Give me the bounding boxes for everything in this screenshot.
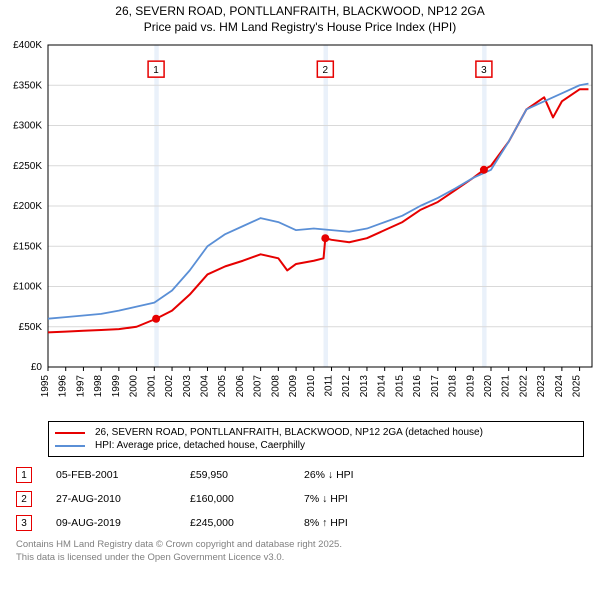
footer-line-1: Contains HM Land Registry data © Crown c… — [16, 539, 584, 551]
marker-price: £160,000 — [190, 493, 280, 505]
legend-row: 26, SEVERN ROAD, PONTLLANFRAITH, BLACKWO… — [55, 426, 577, 439]
x-tick-label: 1999 — [111, 375, 122, 398]
legend: 26, SEVERN ROAD, PONTLLANFRAITH, BLACKWO… — [48, 421, 584, 457]
title-line-1: 26, SEVERN ROAD, PONTLLANFRAITH, BLACKWO… — [8, 4, 592, 20]
x-tick-label: 2021 — [501, 375, 512, 398]
marker-table-row: 1 05-FEB-2001 £59,950 26% ↓ HPI — [16, 463, 584, 487]
x-tick-label: 2025 — [572, 375, 583, 398]
legend-swatch — [55, 445, 85, 447]
x-tick-label: 2011 — [324, 375, 335, 397]
marker-table-box: 3 — [16, 515, 32, 531]
x-tick-label: 2013 — [359, 375, 370, 398]
series-hpi — [48, 84, 588, 319]
marker-number: 3 — [481, 65, 487, 76]
y-tick-label: £0 — [31, 362, 43, 373]
chart-title: 26, SEVERN ROAD, PONTLLANFRAITH, BLACKWO… — [0, 0, 600, 37]
chart-area: £0 £50K £100K £150K £200K £250K £300K £350K £400… — [0, 37, 600, 417]
marker-date: 05-FEB-2001 — [56, 469, 166, 481]
chart-svg: £0 £50K £100K £150K £200K £250K £300K £350K £400… — [0, 37, 600, 417]
x-tick-label: 1997 — [75, 375, 86, 398]
markers-table: 1 05-FEB-2001 £59,950 26% ↓ HPI 2 27-AUG-2010… — [16, 463, 584, 535]
x-tick-label: 1995 — [40, 375, 51, 398]
y-tick-label: £50K — [19, 322, 43, 333]
footer-attribution: Contains HM Land Registry data © Crown c… — [16, 539, 584, 564]
y-tick-label: £250K — [13, 161, 42, 172]
x-tick-label: 2005 — [217, 375, 228, 398]
legend-swatch — [55, 432, 85, 434]
x-tick-label: 2024 — [554, 375, 565, 398]
marker-price: £245,000 — [190, 517, 280, 529]
y-tick-label: £400K — [13, 40, 42, 51]
x-tick-label: 2020 — [483, 375, 494, 398]
x-tick-label: 2010 — [306, 375, 317, 398]
x-tick-label: 2018 — [448, 375, 459, 398]
x-tick-label: 2004 — [199, 375, 210, 398]
x-tick-label: 2015 — [394, 375, 405, 398]
x-tick-label: 1996 — [58, 375, 69, 398]
marker-table-box: 2 — [16, 491, 32, 507]
x-tick-label: 2023 — [536, 375, 547, 398]
marker-price: £59,950 — [190, 469, 280, 481]
marker-table-row: 3 09-AUG-2019 £245,000 8% ↑ HPI — [16, 511, 584, 535]
marker-hpi: 26% ↓ HPI — [304, 469, 404, 481]
marker-dot — [321, 234, 329, 242]
marker-hpi: 8% ↑ HPI — [304, 517, 404, 529]
x-tick-label: 2017 — [430, 375, 441, 398]
legend-row: HPI: Average price, detached house, Caer… — [55, 439, 577, 452]
marker-hpi: 7% ↓ HPI — [304, 493, 404, 505]
x-tick-label: 2003 — [182, 375, 193, 398]
marker-dot — [480, 166, 488, 174]
y-tick-label: £350K — [13, 80, 42, 91]
legend-label: HPI: Average price, detached house, Caer… — [95, 440, 305, 451]
legend-label: 26, SEVERN ROAD, PONTLLANFRAITH, BLACKWO… — [95, 427, 483, 438]
x-tick-label: 2022 — [518, 375, 529, 398]
x-tick-label: 2012 — [341, 375, 352, 398]
x-tick-label: 1998 — [93, 375, 104, 398]
marker-date: 27-AUG-2010 — [56, 493, 166, 505]
marker-table-box: 1 — [16, 467, 32, 483]
x-tick-label: 2014 — [377, 375, 388, 398]
y-tick-label: £100K — [13, 282, 42, 293]
marker-dot — [152, 315, 160, 323]
x-tick-label: 2001 — [146, 375, 157, 398]
x-tick-label: 2000 — [129, 375, 140, 398]
marker-number: 2 — [323, 65, 329, 76]
x-tick-label: 2009 — [288, 375, 299, 398]
x-tick-label: 2008 — [270, 375, 281, 398]
footer-line-2: This data is licensed under the Open Gov… — [16, 552, 584, 564]
x-tick-label: 2019 — [465, 375, 476, 398]
title-line-2: Price paid vs. HM Land Registry's House … — [8, 20, 592, 36]
y-tick-label: £300K — [13, 121, 42, 132]
marker-number: 1 — [153, 65, 159, 76]
x-tick-label: 2016 — [412, 375, 423, 398]
marker-date: 09-AUG-2019 — [56, 517, 166, 529]
y-tick-label: £150K — [13, 241, 42, 252]
x-tick-label: 2006 — [235, 375, 246, 398]
x-tick-label: 2007 — [253, 375, 264, 398]
y-tick-label: £200K — [13, 201, 42, 212]
x-tick-label: 2002 — [164, 375, 175, 398]
marker-table-row: 2 27-AUG-2010 £160,000 7% ↓ HPI — [16, 487, 584, 511]
